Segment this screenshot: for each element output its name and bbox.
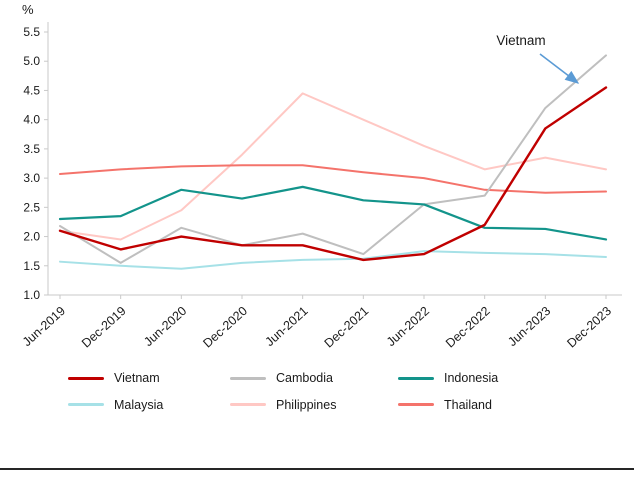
x-tick-label: Dec-2022: [443, 304, 493, 351]
series-line-malaysia: [59, 250, 607, 270]
legend-item-vietnam: Vietnam: [68, 372, 230, 385]
x-tick-label: Dec-2019: [79, 304, 129, 351]
y-tick-label: 1.0: [23, 288, 40, 302]
y-tick-label: 5.0: [23, 54, 40, 68]
y-tick-label: 3.0: [23, 171, 40, 185]
legend-label-thailand: Thailand: [444, 397, 492, 412]
annotation-arrow: [539, 53, 580, 84]
series-line-cambodia: [59, 54, 607, 264]
x-tick-label: Jun-2019: [20, 304, 68, 349]
legend-item-malaysia: Malaysia: [68, 397, 230, 412]
x-tick-label: Dec-2021: [322, 304, 372, 351]
series-line-philippines: [59, 92, 607, 241]
chart-legend: Vietnam Cambodia Indonesia Malaysia Phil…: [68, 372, 568, 411]
x-tick-label: Jun-2022: [384, 304, 432, 349]
x-tick-label: Dec-2023: [564, 304, 614, 351]
legend-item-cambodia: Cambodia: [230, 372, 398, 385]
legend-label-philippines: Philippines: [276, 397, 337, 412]
y-tick-label: 2.0: [23, 230, 40, 244]
x-tick-label: Jun-2020: [141, 304, 189, 349]
x-tick-label: Dec-2020: [200, 304, 250, 351]
y-tick-label: 1.5: [23, 259, 40, 273]
y-axis-unit-label: %: [22, 2, 34, 17]
series-line-vietnam: [58, 86, 608, 262]
y-tick-label: 2.5: [23, 200, 40, 214]
legend-swatch-cambodia: [230, 376, 266, 380]
series-line-indonesia: [58, 185, 608, 241]
legend-label-indonesia: Indonesia: [444, 371, 499, 385]
legend-label-cambodia: Cambodia: [276, 371, 333, 385]
legend-item-philippines: Philippines: [230, 397, 398, 412]
y-tick-label: 4.5: [23, 83, 40, 97]
legend-label-vietnam: Vietnam: [114, 371, 160, 385]
annotation-label: Vietnam: [496, 33, 545, 48]
legend-swatch-malaysia: [68, 403, 104, 407]
x-tick-label: Jun-2023: [505, 304, 553, 349]
y-tick-label: 4.0: [23, 113, 40, 127]
series-line-thailand: [59, 164, 607, 194]
legend-item-thailand: Thailand: [398, 397, 568, 412]
x-tick-label: Jun-2021: [263, 304, 311, 349]
y-tick-label: 5.5: [23, 25, 40, 39]
legend-item-indonesia: Indonesia: [398, 372, 568, 385]
footer-divider: [0, 468, 634, 470]
legend-swatch-indonesia: [398, 376, 434, 380]
legend-label-malaysia: Malaysia: [114, 397, 164, 412]
legend-swatch-vietnam: [68, 376, 104, 380]
y-tick-label: 3.5: [23, 142, 40, 156]
legend-swatch-philippines: [230, 403, 266, 407]
legend-swatch-thailand: [398, 403, 434, 407]
